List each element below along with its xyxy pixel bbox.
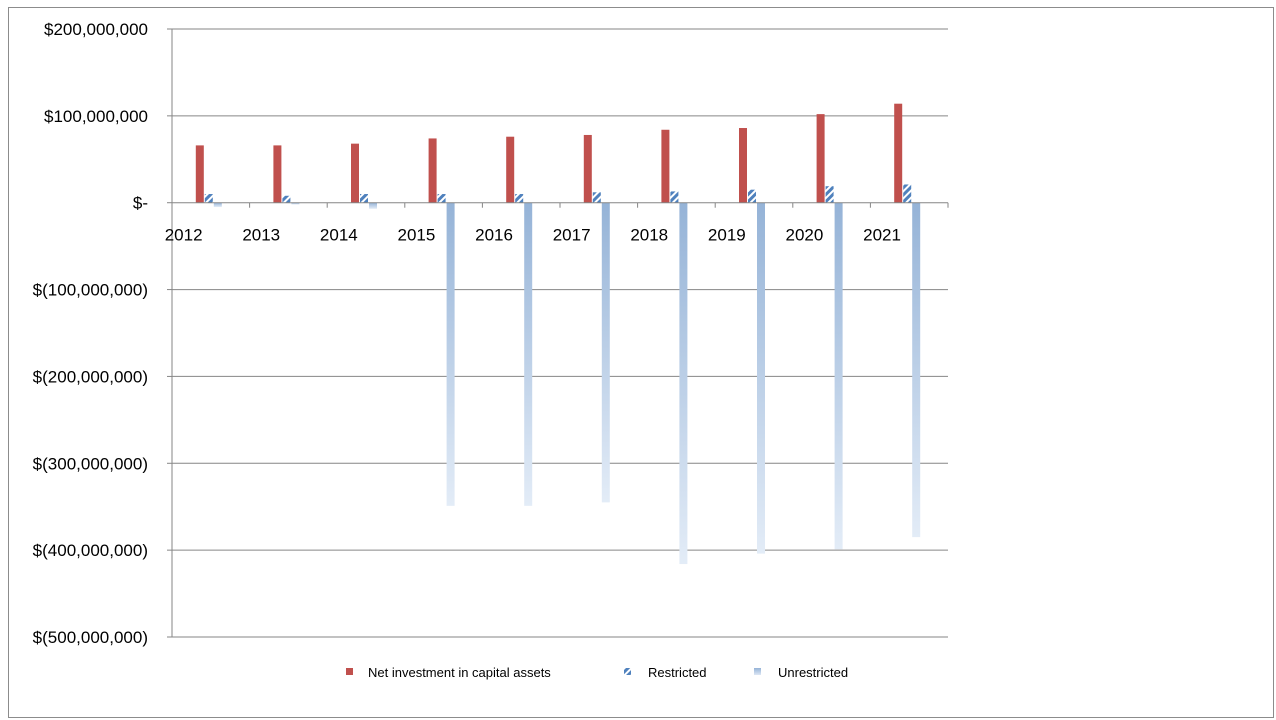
x-tick-label: 2013 bbox=[242, 226, 280, 245]
bar-net-investment-in-capital-assets bbox=[195, 145, 204, 203]
bar-net-investment-in-capital-assets bbox=[583, 134, 592, 203]
legend-label: Unrestricted bbox=[778, 665, 848, 680]
bar-restricted bbox=[360, 194, 368, 203]
bar-restricted bbox=[282, 195, 291, 203]
bar-restricted bbox=[748, 189, 756, 203]
bar-unrestricted bbox=[524, 202, 533, 506]
x-tick-label: 2019 bbox=[708, 226, 746, 245]
x-tick-label: 2012 bbox=[165, 226, 203, 245]
x-tick-label: 2018 bbox=[630, 226, 668, 245]
bar-unrestricted bbox=[601, 202, 610, 503]
bar-net-investment-in-capital-assets bbox=[506, 136, 515, 203]
legend-swatch bbox=[346, 668, 353, 675]
y-axis-labels: $200,000,000 $100,000,000 $- $(100,000,000)… bbox=[33, 20, 148, 647]
bar-unrestricted bbox=[369, 202, 377, 209]
x-tick-label: 2015 bbox=[398, 226, 436, 245]
x-tick-label: 2021 bbox=[863, 226, 901, 245]
y-tick-label: $- bbox=[133, 194, 148, 213]
x-tick-label: 2017 bbox=[553, 226, 591, 245]
bar-unrestricted bbox=[291, 202, 300, 205]
y-tick-label: $(300,000,000) bbox=[33, 454, 148, 473]
bar-restricted bbox=[825, 186, 834, 203]
bar-unrestricted bbox=[757, 202, 765, 554]
y-tick-label: $100,000,000 bbox=[44, 107, 148, 126]
bar-unrestricted bbox=[446, 202, 455, 506]
bar-restricted bbox=[903, 184, 912, 203]
legend-swatch bbox=[754, 668, 761, 675]
y-tick-label: $(100,000,000) bbox=[33, 281, 148, 300]
bar-unrestricted bbox=[213, 202, 222, 208]
legend-label: Restricted bbox=[648, 665, 707, 680]
bar-net-investment-in-capital-assets bbox=[661, 129, 670, 203]
legend: Net investment in capital assets Restrict… bbox=[346, 665, 848, 680]
x-axis-labels: 2012 2013 2014 2015 2016 2017 2018 2019 2020 2021 bbox=[165, 226, 901, 245]
legend-label: Net investment in capital assets bbox=[368, 665, 551, 680]
bar-unrestricted bbox=[912, 202, 921, 538]
gridlines bbox=[172, 28, 948, 638]
bar-restricted bbox=[204, 194, 213, 203]
bar-net-investment-in-capital-assets bbox=[894, 103, 903, 203]
bar-net-investment-in-capital-assets bbox=[816, 114, 825, 203]
y-tick-label: $200,000,000 bbox=[44, 20, 148, 39]
bar-unrestricted bbox=[834, 202, 843, 550]
bar-net-investment-in-capital-assets bbox=[739, 128, 747, 203]
bar-restricted bbox=[592, 192, 601, 203]
legend-swatch bbox=[624, 668, 631, 675]
bar-restricted bbox=[670, 191, 679, 203]
x-tick-label: 2020 bbox=[786, 226, 824, 245]
y-tick-label: $(200,000,000) bbox=[33, 367, 148, 386]
bars bbox=[195, 103, 921, 565]
y-tick-label: $(400,000,000) bbox=[33, 541, 148, 560]
bar-net-investment-in-capital-assets bbox=[351, 143, 359, 203]
y-tick-label: $(500,000,000) bbox=[33, 628, 148, 647]
bar-restricted bbox=[437, 194, 446, 203]
axes bbox=[167, 28, 949, 638]
chart-frame bbox=[8, 7, 1274, 718]
bar-net-investment-in-capital-assets bbox=[428, 138, 437, 203]
x-tick-label: 2016 bbox=[475, 226, 513, 245]
x-tick-label: 2014 bbox=[320, 226, 358, 245]
bar-net-investment-in-capital-assets bbox=[273, 145, 282, 203]
bar-restricted bbox=[515, 194, 524, 203]
bar-unrestricted bbox=[679, 202, 688, 565]
